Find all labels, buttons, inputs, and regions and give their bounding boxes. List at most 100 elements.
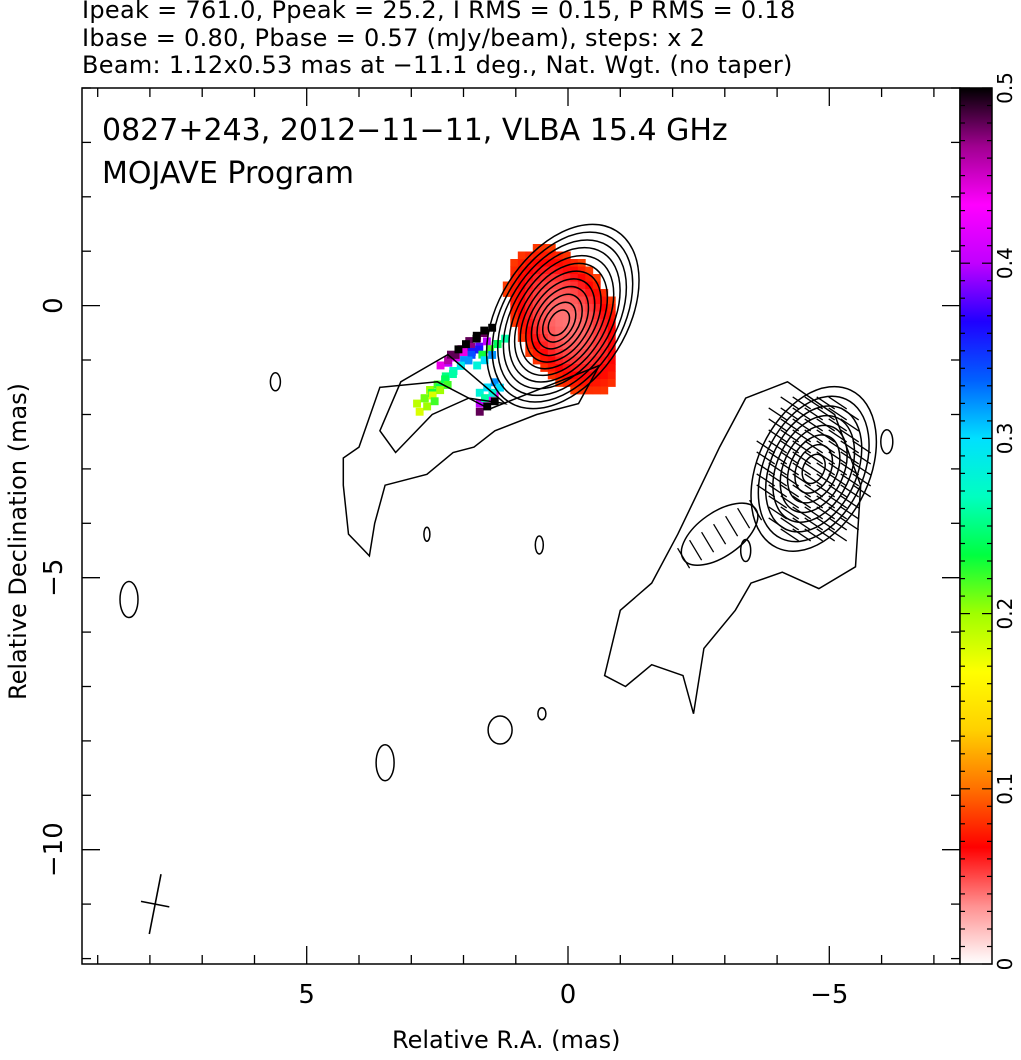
pol-pixel bbox=[496, 383, 504, 392]
evpa-vector bbox=[816, 418, 836, 432]
pol-pixel bbox=[585, 356, 594, 365]
pol-pixel bbox=[510, 259, 519, 267]
pol-pixel bbox=[592, 289, 601, 297]
pol-pixel bbox=[488, 323, 497, 332]
pol-pixel bbox=[555, 319, 564, 327]
evpa-vector bbox=[828, 506, 848, 520]
pol-pixel bbox=[585, 326, 594, 335]
pol-pixel bbox=[540, 251, 549, 260]
pol-pixel bbox=[562, 296, 571, 305]
colorbar bbox=[959, 87, 993, 965]
evpa-vector bbox=[840, 473, 860, 487]
evpa-vector bbox=[725, 515, 739, 537]
pol-pixel bbox=[510, 304, 519, 312]
colorbar-ticks bbox=[960, 87, 992, 965]
pol-pixel bbox=[585, 341, 594, 350]
evpa-vector bbox=[828, 440, 848, 454]
beam-symbol bbox=[140, 874, 170, 935]
pol-pixel bbox=[510, 274, 519, 282]
pol-pixel bbox=[585, 364, 594, 372]
component-contour bbox=[801, 453, 826, 485]
pol-pixel bbox=[532, 281, 541, 290]
core-contour bbox=[536, 293, 583, 350]
pol-pixel bbox=[607, 379, 616, 387]
pol-pixel bbox=[592, 371, 601, 380]
evpa-vector bbox=[792, 418, 812, 432]
pol-pixel bbox=[570, 296, 579, 305]
pol-pixel bbox=[447, 350, 455, 359]
pol-pixel bbox=[592, 364, 601, 372]
pol-pixel bbox=[585, 386, 594, 395]
pol-pixel bbox=[562, 326, 571, 335]
pol-pixel bbox=[517, 289, 526, 297]
pol-pixel bbox=[517, 334, 526, 342]
pol-pixel bbox=[592, 356, 601, 365]
evpa-vector bbox=[840, 495, 860, 509]
evpa-vector bbox=[768, 418, 788, 432]
noise-contour bbox=[375, 743, 395, 782]
pol-pixel bbox=[585, 296, 594, 305]
core-contour bbox=[547, 309, 571, 337]
evpa-vector bbox=[792, 407, 812, 421]
pol-pixel bbox=[467, 342, 476, 351]
x-tick-label: −5 bbox=[810, 980, 848, 1010]
pol-pixel bbox=[555, 364, 564, 372]
axis-ticks bbox=[82, 87, 960, 964]
colorbar-tick-labels: 0 0.1 0.2 0.3 0.4 0.5 bbox=[993, 72, 1017, 970]
pol-pixel bbox=[540, 341, 549, 350]
pol-pixel bbox=[600, 319, 609, 327]
total-intensity-contours bbox=[119, 223, 894, 782]
evpa-vector bbox=[701, 531, 715, 553]
evpa-vector bbox=[804, 495, 824, 509]
evpa-vector bbox=[816, 429, 836, 443]
evpa-vector bbox=[780, 517, 800, 531]
pol-pixel bbox=[600, 379, 609, 387]
pol-pixel bbox=[480, 356, 489, 365]
pol-pixel bbox=[585, 274, 594, 282]
evpa-vector bbox=[780, 440, 800, 454]
evpa-vector bbox=[852, 451, 872, 465]
pol-pixel bbox=[577, 319, 586, 327]
evpa-vector bbox=[804, 528, 824, 542]
pol-pixel bbox=[547, 349, 556, 357]
colorbar-tick-label: 0.3 bbox=[993, 422, 1017, 454]
noise-contour bbox=[269, 372, 282, 392]
pol-pixel bbox=[525, 304, 534, 312]
pol-pixel bbox=[525, 289, 534, 297]
pol-pixel bbox=[600, 334, 609, 342]
evpa-vector bbox=[852, 484, 872, 498]
evpa-vector bbox=[816, 396, 836, 410]
evpa-vector bbox=[804, 418, 824, 432]
pol-pixel bbox=[555, 371, 564, 380]
pol-pixel bbox=[510, 266, 519, 275]
evpa-vector bbox=[792, 473, 812, 487]
pol-pixel bbox=[585, 304, 594, 312]
pol-pixel bbox=[490, 397, 499, 406]
core-contour bbox=[519, 270, 602, 370]
pol-pixel bbox=[570, 349, 579, 357]
pol-pixel bbox=[460, 356, 468, 364]
pol-pixel bbox=[540, 244, 549, 252]
pol-pixel bbox=[585, 289, 594, 297]
pol-pixel bbox=[517, 266, 526, 275]
evpa-vector bbox=[816, 451, 836, 465]
pol-pixel bbox=[562, 311, 571, 320]
evpa-vector bbox=[852, 462, 872, 476]
pol-pixel bbox=[532, 289, 541, 297]
noise-contour bbox=[423, 526, 431, 542]
pol-pixel bbox=[449, 370, 457, 378]
pol-pixel bbox=[436, 386, 445, 395]
pol-pixel bbox=[532, 319, 541, 327]
pol-pixel bbox=[443, 381, 452, 389]
evpa-vector bbox=[756, 462, 776, 476]
pol-pixel bbox=[562, 281, 571, 290]
evpa-vector bbox=[840, 440, 860, 454]
pol-pixel bbox=[415, 407, 424, 416]
evpa-vector bbox=[780, 429, 800, 443]
pol-pixel bbox=[562, 304, 571, 312]
colorbar-tick-label: 0.4 bbox=[993, 247, 1017, 279]
pol-pixel bbox=[607, 364, 616, 372]
pol-pixel bbox=[562, 334, 571, 342]
pol-pixel bbox=[517, 326, 526, 335]
jet-contour bbox=[342, 364, 602, 558]
